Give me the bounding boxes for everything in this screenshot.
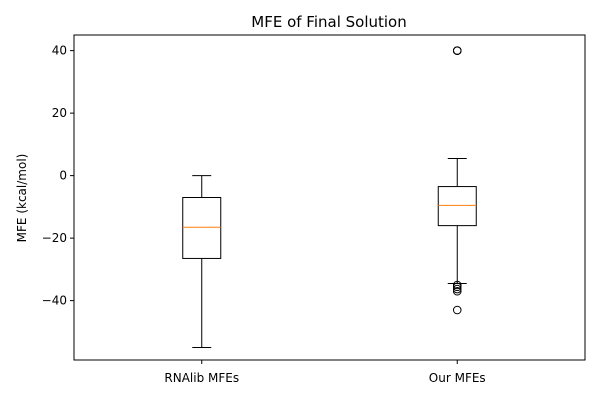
- y-tick-label: 20: [52, 106, 67, 120]
- axes-frame: [73, 34, 586, 361]
- outlier-point: [452, 286, 462, 296]
- x-tick-label: Our MFEs: [429, 371, 486, 385]
- outlier-point: [452, 284, 462, 294]
- outlier-point: [452, 46, 462, 55]
- y-axis-label: MFE (kcal/mol): [15, 154, 29, 243]
- y-tick-label: −20: [42, 231, 67, 245]
- box-iqr: [437, 186, 477, 227]
- box-iqr: [182, 197, 222, 259]
- x-tick-label: RNAlib MFEs: [164, 371, 239, 385]
- plot-area: 40 20 0 −20 −40 RNAlib MFEs Our MFEs: [42, 34, 586, 385]
- chart-title: MFE of Final Solution: [251, 13, 407, 31]
- outlier-point: [452, 280, 462, 290]
- y-tick-label: −40: [42, 294, 67, 308]
- outlier-point: [452, 305, 462, 315]
- y-tick-label: 0: [59, 169, 67, 183]
- y-tick-label: 40: [52, 44, 67, 58]
